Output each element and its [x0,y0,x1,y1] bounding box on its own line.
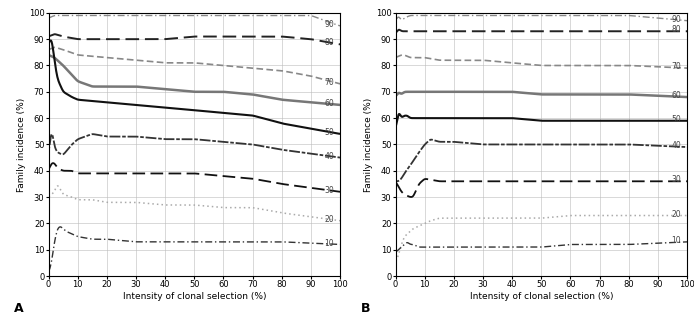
Y-axis label: Family incidence (%): Family incidence (%) [364,97,373,192]
Text: 90: 90 [672,15,682,24]
Text: B: B [361,302,370,315]
Text: 80: 80 [672,25,682,34]
Text: A: A [14,302,23,315]
Text: 60: 60 [672,91,682,100]
Text: 70: 70 [672,62,682,71]
Text: 80: 80 [325,39,335,48]
Text: 40: 40 [325,152,335,161]
X-axis label: Intensity of clonal selection (%): Intensity of clonal selection (%) [123,292,266,301]
Text: 60: 60 [325,99,335,108]
Text: 90: 90 [325,20,335,29]
Text: 70: 70 [325,78,335,87]
Text: 20: 20 [672,210,682,219]
Text: 50: 50 [672,115,682,124]
X-axis label: Intensity of clonal selection (%): Intensity of clonal selection (%) [470,292,613,301]
Y-axis label: Family incidence (%): Family incidence (%) [17,97,26,192]
Text: 50: 50 [325,128,335,137]
Text: 40: 40 [672,141,682,150]
Text: 10: 10 [672,236,682,245]
Text: 20: 20 [325,215,335,224]
Text: 30: 30 [672,176,682,185]
Text: 30: 30 [325,186,335,195]
Text: 10: 10 [325,239,335,247]
